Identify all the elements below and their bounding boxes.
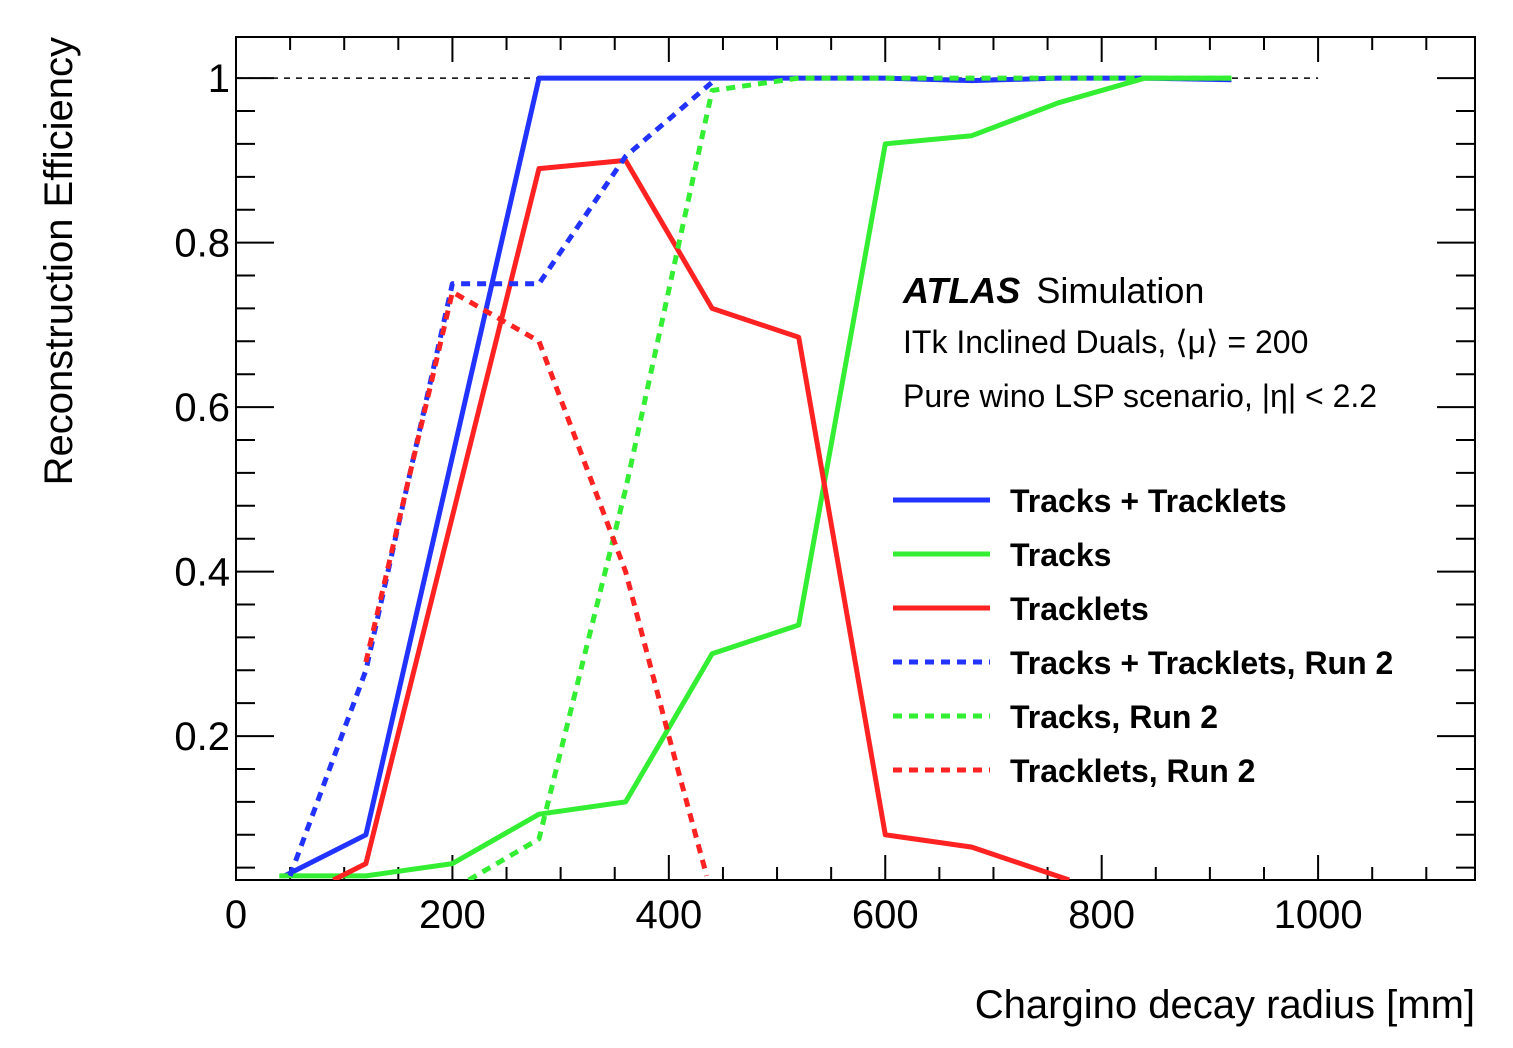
info-line-detector: ITk Inclined Duals, ⟨μ⟩ = 200 [903, 324, 1308, 360]
series-line-tracklets [332, 157, 1070, 880]
x-tick-label: 1000 [1274, 893, 1363, 937]
y-axis-title: Reconstruction Efficiency [37, 37, 81, 485]
series-line-tracks-run-2 [467, 75, 1232, 880]
legend-entry: Tracks [1010, 537, 1111, 573]
plot-frame [235, 36, 1476, 881]
x-tick-label: 200 [419, 893, 486, 937]
y-tick-label: 0.4 [174, 551, 230, 595]
y-tick-label: 0.8 [174, 222, 230, 266]
info-line-scenario: Pure wino LSP scenario, |η| < 2.2 [903, 378, 1377, 414]
x-tick-label: 400 [635, 893, 702, 937]
series-line-tracks-tracklets [283, 75, 1232, 879]
series-line-tracklets-run-2 [363, 289, 710, 877]
y-tick-label: 0.6 [174, 386, 230, 430]
x-tick-label: 800 [1068, 893, 1135, 937]
atlas-label: ATLAS Simulation [902, 270, 1204, 311]
atlas-simulation: Simulation [1036, 270, 1204, 311]
atlas-brand: ATLAS [902, 270, 1020, 311]
x-tick-label: 0 [225, 893, 247, 937]
legend-entry: Tracks + Tracklets, Run 2 [1010, 645, 1393, 681]
legend-entry: Tracklets, Run 2 [1010, 753, 1255, 789]
legend-entry: Tracks, Run 2 [1010, 699, 1218, 735]
series-line-tracks-tracklets-run-2 [287, 80, 714, 877]
x-axis-title: Chargino decay radius [mm] [975, 983, 1475, 1027]
legend-entry: Tracklets [1010, 591, 1149, 627]
legend-entry: Tracks + Tracklets [1010, 483, 1287, 519]
y-tick-label: 1 [208, 57, 230, 101]
series-line-tracks [279, 75, 1232, 879]
y-tick-label: 0.2 [174, 715, 230, 759]
x-tick-label: 600 [852, 893, 919, 937]
